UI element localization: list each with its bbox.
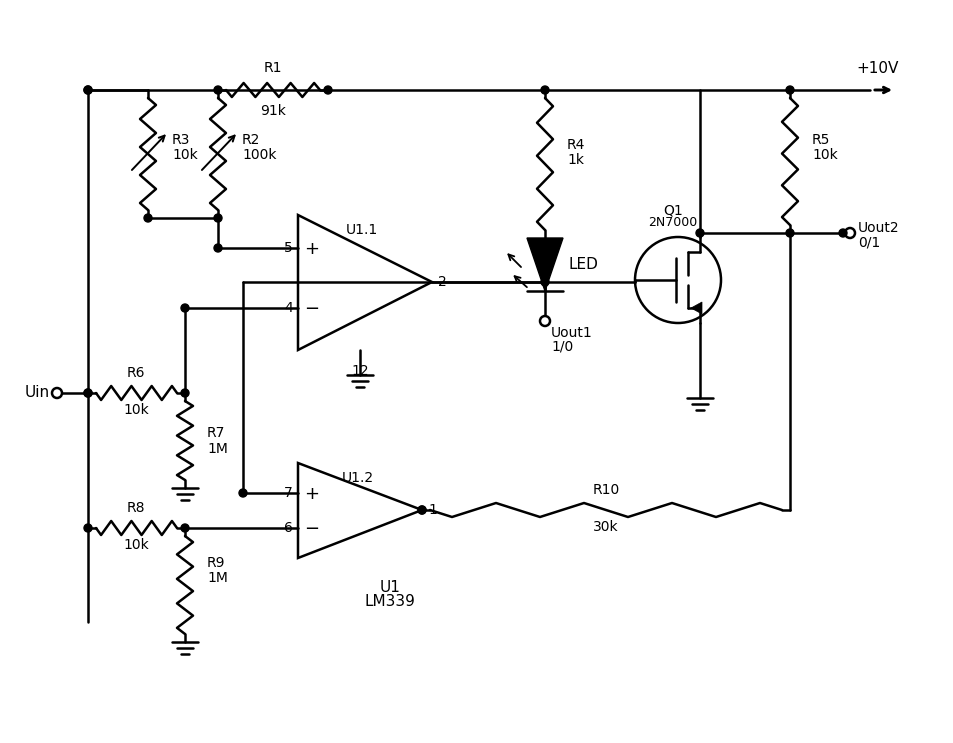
Circle shape [540, 278, 548, 286]
Circle shape [213, 214, 222, 222]
Circle shape [84, 86, 91, 94]
Text: R9: R9 [207, 556, 225, 570]
Text: 1/0: 1/0 [551, 340, 573, 354]
Circle shape [239, 489, 247, 497]
Text: 2N7000: 2N7000 [648, 216, 697, 229]
Circle shape [181, 524, 189, 532]
Circle shape [696, 229, 703, 237]
Text: +: + [304, 240, 318, 258]
Text: 91k: 91k [260, 104, 286, 118]
Text: R7: R7 [207, 426, 225, 440]
Text: LED: LED [568, 258, 598, 273]
Text: 1M: 1M [207, 442, 228, 456]
Text: 6: 6 [284, 521, 293, 535]
Text: 30k: 30k [593, 520, 618, 534]
Text: 10k: 10k [172, 148, 197, 162]
Circle shape [417, 506, 426, 514]
Text: 10k: 10k [123, 538, 149, 552]
Polygon shape [690, 302, 701, 314]
Text: 10k: 10k [123, 403, 149, 417]
Text: Q1: Q1 [662, 203, 682, 217]
Circle shape [785, 229, 793, 237]
Circle shape [84, 86, 91, 94]
Text: +10V: +10V [856, 61, 899, 76]
Text: R6: R6 [127, 366, 145, 380]
Circle shape [181, 389, 189, 397]
Text: R5: R5 [811, 133, 829, 147]
Text: 2: 2 [437, 275, 446, 289]
Text: −: − [304, 300, 319, 318]
Circle shape [417, 506, 426, 514]
Circle shape [838, 229, 846, 237]
Text: −: − [304, 520, 319, 538]
Text: 0/1: 0/1 [857, 236, 880, 250]
Text: U1: U1 [379, 580, 400, 595]
Circle shape [144, 214, 152, 222]
Circle shape [84, 389, 91, 397]
Circle shape [84, 389, 91, 397]
Text: 10k: 10k [811, 148, 837, 162]
Circle shape [213, 86, 222, 94]
Circle shape [324, 86, 332, 94]
Text: 1k: 1k [566, 153, 583, 167]
Circle shape [213, 244, 222, 252]
Text: Uout2: Uout2 [857, 221, 899, 235]
Text: 5: 5 [284, 241, 293, 255]
Text: R8: R8 [127, 501, 145, 515]
Circle shape [181, 304, 189, 312]
Text: R10: R10 [592, 483, 619, 497]
Text: 12: 12 [351, 364, 369, 378]
Text: R1: R1 [263, 61, 282, 75]
Text: Uin: Uin [25, 386, 50, 400]
Text: LM339: LM339 [364, 594, 415, 609]
Text: R4: R4 [566, 138, 585, 152]
Circle shape [785, 86, 793, 94]
Text: Uout1: Uout1 [551, 326, 592, 340]
Text: 7: 7 [284, 486, 293, 500]
Text: +: + [304, 485, 318, 503]
Text: 1: 1 [428, 503, 436, 517]
Text: 1M: 1M [207, 571, 228, 585]
Text: 100k: 100k [242, 148, 276, 162]
Text: R2: R2 [242, 133, 260, 147]
Circle shape [84, 524, 91, 532]
Text: U1.2: U1.2 [341, 471, 374, 485]
Text: 4: 4 [284, 301, 293, 315]
Text: R3: R3 [172, 133, 191, 147]
Polygon shape [526, 238, 562, 291]
Circle shape [540, 86, 548, 94]
Text: U1.1: U1.1 [346, 223, 377, 237]
